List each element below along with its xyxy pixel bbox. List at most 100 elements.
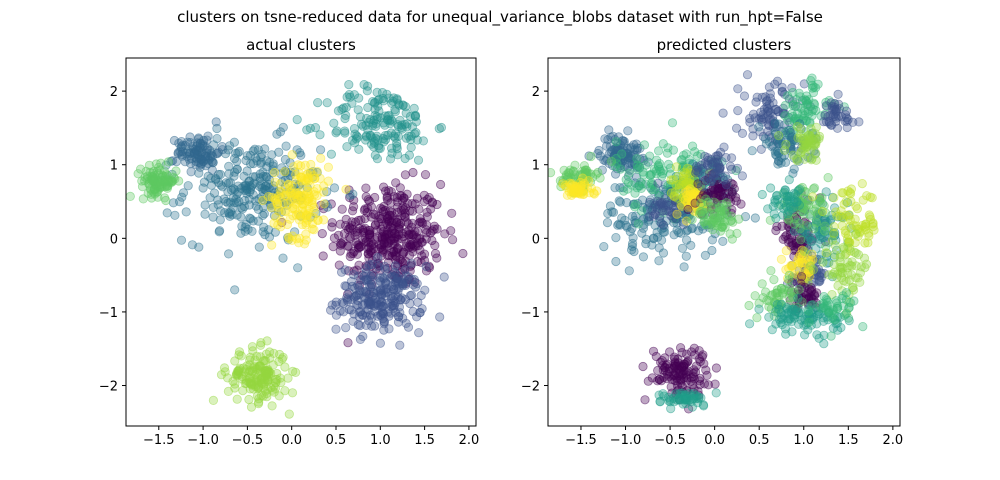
scatter-point-cluster-20 xyxy=(817,206,828,217)
y-tick-label: 0 xyxy=(110,232,118,247)
scatter-point-cluster-5 xyxy=(270,195,281,205)
scatter-point-cluster-2 xyxy=(690,147,700,157)
scatter-point-cluster-11 xyxy=(569,185,579,195)
scatter-point-cluster-1 xyxy=(353,271,364,281)
scatter-point-cluster-2 xyxy=(194,168,204,178)
scatter-point-cluster-2 xyxy=(215,169,226,180)
scatter-point-cluster-4 xyxy=(380,131,390,141)
scatter-point-cluster-23 xyxy=(794,257,804,267)
scatter-point-cluster-13 xyxy=(780,110,790,121)
scatter-point-cluster-2 xyxy=(250,144,260,154)
scatter-point-cluster-7 xyxy=(287,388,298,398)
scatter-point-cluster-0 xyxy=(637,228,647,238)
scatter-point-cluster-16 xyxy=(833,89,843,99)
scatter-point-cluster-25 xyxy=(809,289,819,300)
scatter-point-cluster-1 xyxy=(403,322,414,332)
scatter-point-cluster-27 xyxy=(800,330,810,340)
scatter-point-cluster-0 xyxy=(435,179,446,190)
scatter-point-cluster-0 xyxy=(317,229,327,239)
scatter-point-cluster-5 xyxy=(296,191,306,201)
scatter-point-cluster-7 xyxy=(246,376,256,387)
scatter-point-cluster-19 xyxy=(809,183,820,193)
scatter-point-cluster-8 xyxy=(701,220,711,230)
scatter-point-cluster-0 xyxy=(654,256,664,266)
scatter-point-cluster-20 xyxy=(841,197,851,207)
scatter-point-cluster-0 xyxy=(358,225,368,236)
scatter-point-cluster-0 xyxy=(348,206,358,216)
scatter-point-cluster-1 xyxy=(398,313,408,323)
scatter-point-cluster-2 xyxy=(262,156,272,166)
scatter-point-cluster-0 xyxy=(341,214,351,224)
scatter-point-cluster-0 xyxy=(638,252,649,262)
scatter-point-cluster-7 xyxy=(280,362,290,372)
scatter-point-cluster-0 xyxy=(422,207,432,217)
scatter-point-cluster-5 xyxy=(269,218,279,228)
y-tick-label: 1 xyxy=(110,159,118,174)
scatter-point-cluster-27 xyxy=(772,300,782,310)
y-tick-label: −1 xyxy=(521,306,540,321)
scatter-point-cluster-24 xyxy=(836,264,846,274)
scatter-point-cluster-2 xyxy=(278,253,288,263)
scatter-point-cluster-4 xyxy=(406,131,416,141)
x-tick-label: 0.5 xyxy=(749,433,770,448)
scatter-point-cluster-2 xyxy=(633,219,644,229)
scatter-point-cluster-4 xyxy=(340,128,350,138)
scatter-point-cluster-6 xyxy=(160,176,170,186)
scatter-point-cluster-2 xyxy=(281,141,291,151)
scatter-point-cluster-1 xyxy=(339,307,349,317)
scatter-point-cluster-0 xyxy=(707,235,717,245)
scatter-point-cluster-4 xyxy=(354,144,364,154)
scatter-point-cluster-5 xyxy=(284,234,294,244)
scatter-point-cluster-5 xyxy=(287,181,297,191)
scatter-point-cluster-5 xyxy=(319,199,329,209)
scatter-point-cluster-0 xyxy=(420,170,431,180)
scatter-point-cluster-1 xyxy=(400,265,410,275)
scatter-point-cluster-10 xyxy=(606,156,617,166)
scatter-point-cluster-4 xyxy=(292,114,302,125)
scatter-point-cluster-20 xyxy=(863,238,873,248)
scatter-point-cluster-0 xyxy=(409,230,419,240)
scatter-point-cluster-0 xyxy=(405,240,415,250)
scatter-point-cluster-28 xyxy=(803,306,814,316)
scatter-point-cluster-4 xyxy=(397,120,407,130)
scatter-point-cluster-2 xyxy=(255,173,265,183)
scatter-point-cluster-12 xyxy=(732,123,742,133)
scatter-point-cluster-0 xyxy=(393,230,404,240)
scatter-point-cluster-2 xyxy=(241,181,251,191)
scatter-point-cluster-26 xyxy=(766,266,776,276)
scatter-point-cluster-7 xyxy=(244,394,254,405)
scatter-point-cluster-10 xyxy=(564,168,574,178)
scatter-point-cluster-2 xyxy=(174,197,185,207)
scatter-point-cluster-2 xyxy=(630,188,640,198)
scatter-point-cluster-21 xyxy=(779,204,789,214)
scatter-point-cluster-4 xyxy=(352,131,362,141)
scatter-point-cluster-6 xyxy=(161,195,171,206)
scatter-point-cluster-3 xyxy=(211,117,221,127)
scatter-point-cluster-4 xyxy=(315,130,325,140)
x-tick-label: 1.5 xyxy=(838,433,859,448)
scatter-point-cluster-0 xyxy=(395,183,405,193)
x-tick-label: 0.5 xyxy=(326,433,347,448)
scatter-point-cluster-2 xyxy=(654,146,664,156)
scatter-point-cluster-4 xyxy=(386,143,397,153)
scatter-point-cluster-3 xyxy=(176,142,186,152)
scatter-point-cluster-3 xyxy=(185,132,195,142)
scatter-point-cluster-7 xyxy=(267,401,277,411)
scatter-point-cluster-2 xyxy=(256,157,266,168)
scatter-point-cluster-0 xyxy=(602,218,613,228)
scatter-point-cluster-30 xyxy=(711,388,721,398)
scatter-point-cluster-12 xyxy=(758,110,768,120)
scatter-point-cluster-13 xyxy=(788,100,798,111)
x-tick-label: 2.0 xyxy=(883,433,904,448)
scatter-point-cluster-1 xyxy=(341,322,351,333)
scatter-point-cluster-5 xyxy=(309,225,319,235)
scatter-point-cluster-5 xyxy=(341,184,351,194)
scatter-point-cluster-2 xyxy=(231,148,241,158)
scatter-point-cluster-0 xyxy=(615,197,625,207)
scatter-point-cluster-24 xyxy=(808,265,818,275)
scatter-point-cluster-6 xyxy=(148,173,158,183)
scatter-point-cluster-1 xyxy=(379,325,389,335)
scatter-point-cluster-1 xyxy=(416,290,426,301)
scatter-point-cluster-15 xyxy=(792,154,802,164)
scatter-point-cluster-0 xyxy=(410,199,420,209)
